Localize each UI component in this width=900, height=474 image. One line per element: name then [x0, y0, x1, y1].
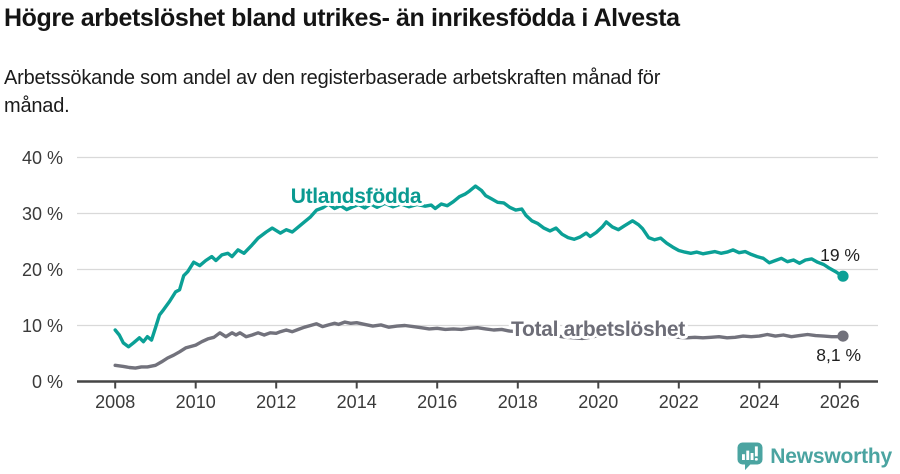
chart-subtitle: Arbetssökande som andel av den registerb… [4, 64, 660, 120]
series-end-label-utlandsfodda: 19 % [820, 245, 860, 265]
x-tick-label: 2010 [176, 392, 216, 412]
y-tick-label: 20 % [22, 260, 63, 280]
x-tick-label: 2014 [337, 392, 377, 412]
series-line-utlandsfodda [113, 184, 845, 349]
x-tick-label: 2020 [578, 392, 618, 412]
page-title: Högre arbetslöshet bland utrikes- än inr… [4, 4, 680, 32]
x-tick-label: 2026 [820, 392, 860, 412]
x-tick-label: 2022 [659, 392, 699, 412]
x-tick-label: 2024 [739, 392, 779, 412]
series-label-total-arbetsloshet: Total arbetslöshet [511, 318, 685, 341]
series-end-dot-total-arbetsloshet [837, 330, 849, 342]
series-end-label-total-arbetsloshet: 8,1 % [816, 345, 861, 365]
newsworthy-logo-icon [737, 442, 763, 471]
x-tick-label: 2012 [256, 392, 296, 412]
subtitle-line-2: månad. [4, 95, 70, 117]
brand-name: Newsworthy [770, 444, 892, 468]
series-label-utlandsfodda: Utlandsfödda [291, 185, 422, 208]
series-end-dot-utlandsfodda [837, 270, 849, 282]
brand-footer: Newsworthy [737, 442, 892, 471]
y-tick-label: 0 % [32, 372, 63, 392]
x-tick-label: 2018 [498, 392, 538, 412]
series-line-total-arbetsloshet [113, 320, 845, 370]
x-tick-label: 2016 [417, 392, 457, 412]
y-tick-label: 30 % [22, 204, 63, 224]
y-tick-label: 40 % [22, 148, 63, 168]
x-tick-label: 2008 [95, 392, 135, 412]
y-tick-label: 10 % [22, 316, 63, 336]
subtitle-line-1: Arbetssökande som andel av den registerb… [4, 67, 661, 89]
